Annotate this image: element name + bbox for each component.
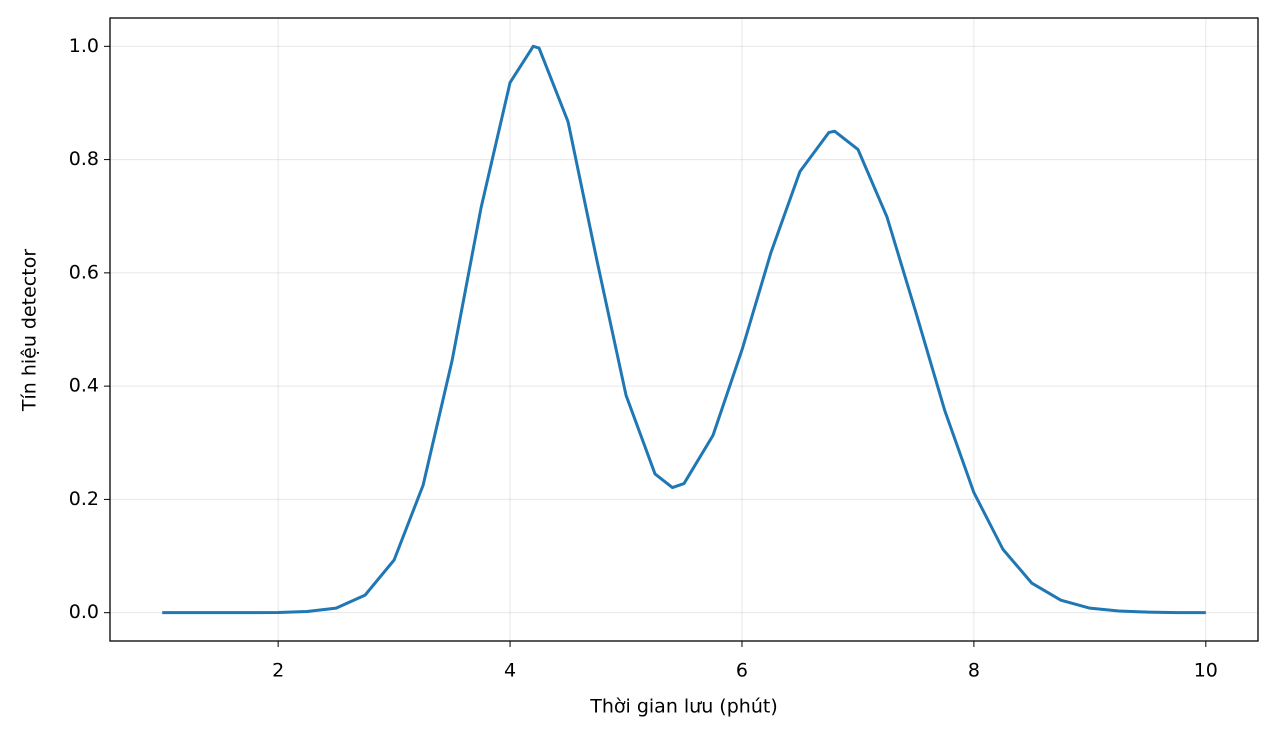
y-tick-label: 0.0 [69, 601, 99, 623]
x-tick-label: 2 [272, 660, 284, 682]
y-axis-label: Tín hiệu detector [19, 249, 41, 412]
x-tick-label: 6 [736, 660, 748, 682]
y-tick-label: 0.8 [69, 148, 99, 170]
x-tick-label: 4 [504, 660, 516, 682]
data-line [162, 44, 1206, 615]
x-axis-label: Thời gian lưu (phút) [589, 696, 777, 718]
x-tick-label: 10 [1194, 660, 1218, 682]
y-tick-label: 1.0 [69, 35, 99, 57]
y-tick-label: 0.4 [69, 375, 99, 397]
y-tick-label: 0.6 [69, 261, 99, 283]
plot-frame [109, 17, 1259, 642]
y-tick-label: 0.2 [69, 488, 99, 510]
x-tick-label: 8 [968, 660, 980, 682]
